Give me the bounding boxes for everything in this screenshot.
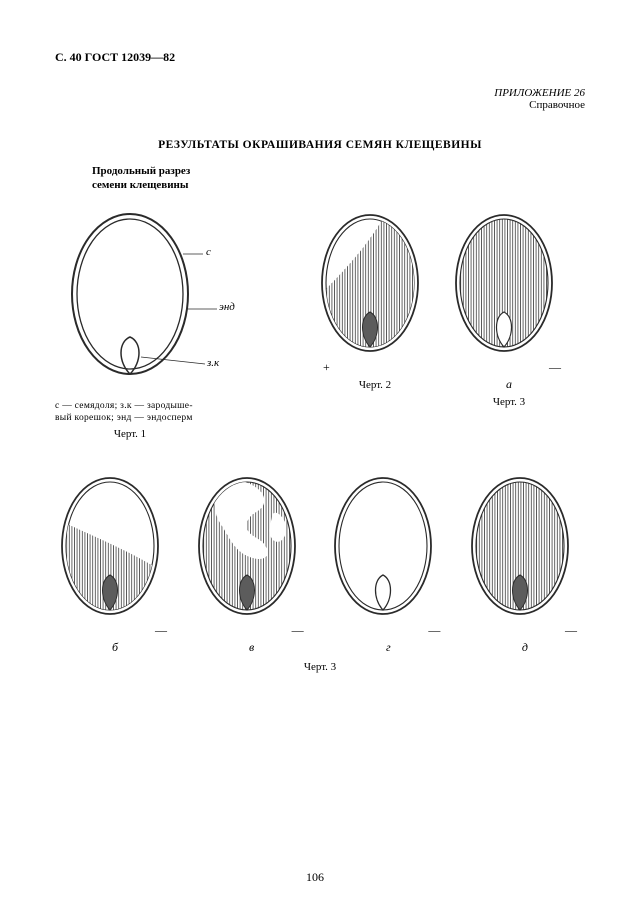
appendix-number: ПРИЛОЖЕНИЕ 26 xyxy=(55,87,585,99)
leader-c: с xyxy=(206,246,211,258)
page-number: 106 xyxy=(0,870,630,885)
figure-2-label: Черт. 2 xyxy=(315,379,435,391)
main-title: РЕЗУЛЬТАТЫ ОКРАШИВАНИЯ СЕМЯН КЛЕЩЕВИНЫ xyxy=(55,139,585,151)
figure-row-2: — б — в — г xyxy=(55,468,585,655)
figure-1-cell: с энд з.к с — семядоля; з.к — зародыше- … xyxy=(55,199,265,441)
fig-d-letter: д xyxy=(465,640,585,655)
fig-g-letter: г xyxy=(328,640,448,655)
figure-row-1-right: + Черт. 2 — а Черт. 3 xyxy=(315,205,569,408)
figure-3-bottom-label: Черт. 3 xyxy=(55,661,585,673)
appendix-block: ПРИЛОЖЕНИЕ 26 Справочное xyxy=(55,87,585,111)
fig-d-minus: — xyxy=(465,623,585,638)
fig3a-letter: а xyxy=(449,377,569,392)
figure-3a-cell: — а Черт. 3 xyxy=(449,205,569,408)
figure-g-cell: — г xyxy=(328,468,448,655)
figure-1-legend: с — семядоля; з.к — зародыше- вый корешо… xyxy=(55,400,230,425)
appendix-type: Справочное xyxy=(55,99,585,111)
figure-1: с энд з.к xyxy=(55,199,250,394)
fig-v-letter: в xyxy=(192,640,312,655)
page-header: С. 40 ГОСТ 12039—82 xyxy=(55,50,585,65)
figure-d-cell: — д xyxy=(465,468,585,655)
figure-1-label: Черт. 1 xyxy=(55,428,205,440)
figure-v-cell: — в xyxy=(192,468,312,655)
fig-b-minus: — xyxy=(55,623,175,638)
subtitle: Продольный разрезсемени клещевины xyxy=(92,165,585,193)
figure-b-cell: — б xyxy=(55,468,175,655)
leader-zk: з.к xyxy=(207,357,219,369)
fig-v-minus: — xyxy=(192,623,312,638)
figure-row-1: с энд з.к с — семядоля; з.к — зародыше- … xyxy=(55,199,585,441)
fig-b-letter: б xyxy=(55,640,175,655)
leader-end: энд xyxy=(219,301,235,313)
fig2-plus: + xyxy=(323,360,330,375)
fig3a-minus: — xyxy=(449,360,569,375)
figure-3-label: Черт. 3 xyxy=(449,396,569,408)
fig-g-minus: — xyxy=(328,623,448,638)
figure-2-cell: + Черт. 2 xyxy=(315,205,435,408)
